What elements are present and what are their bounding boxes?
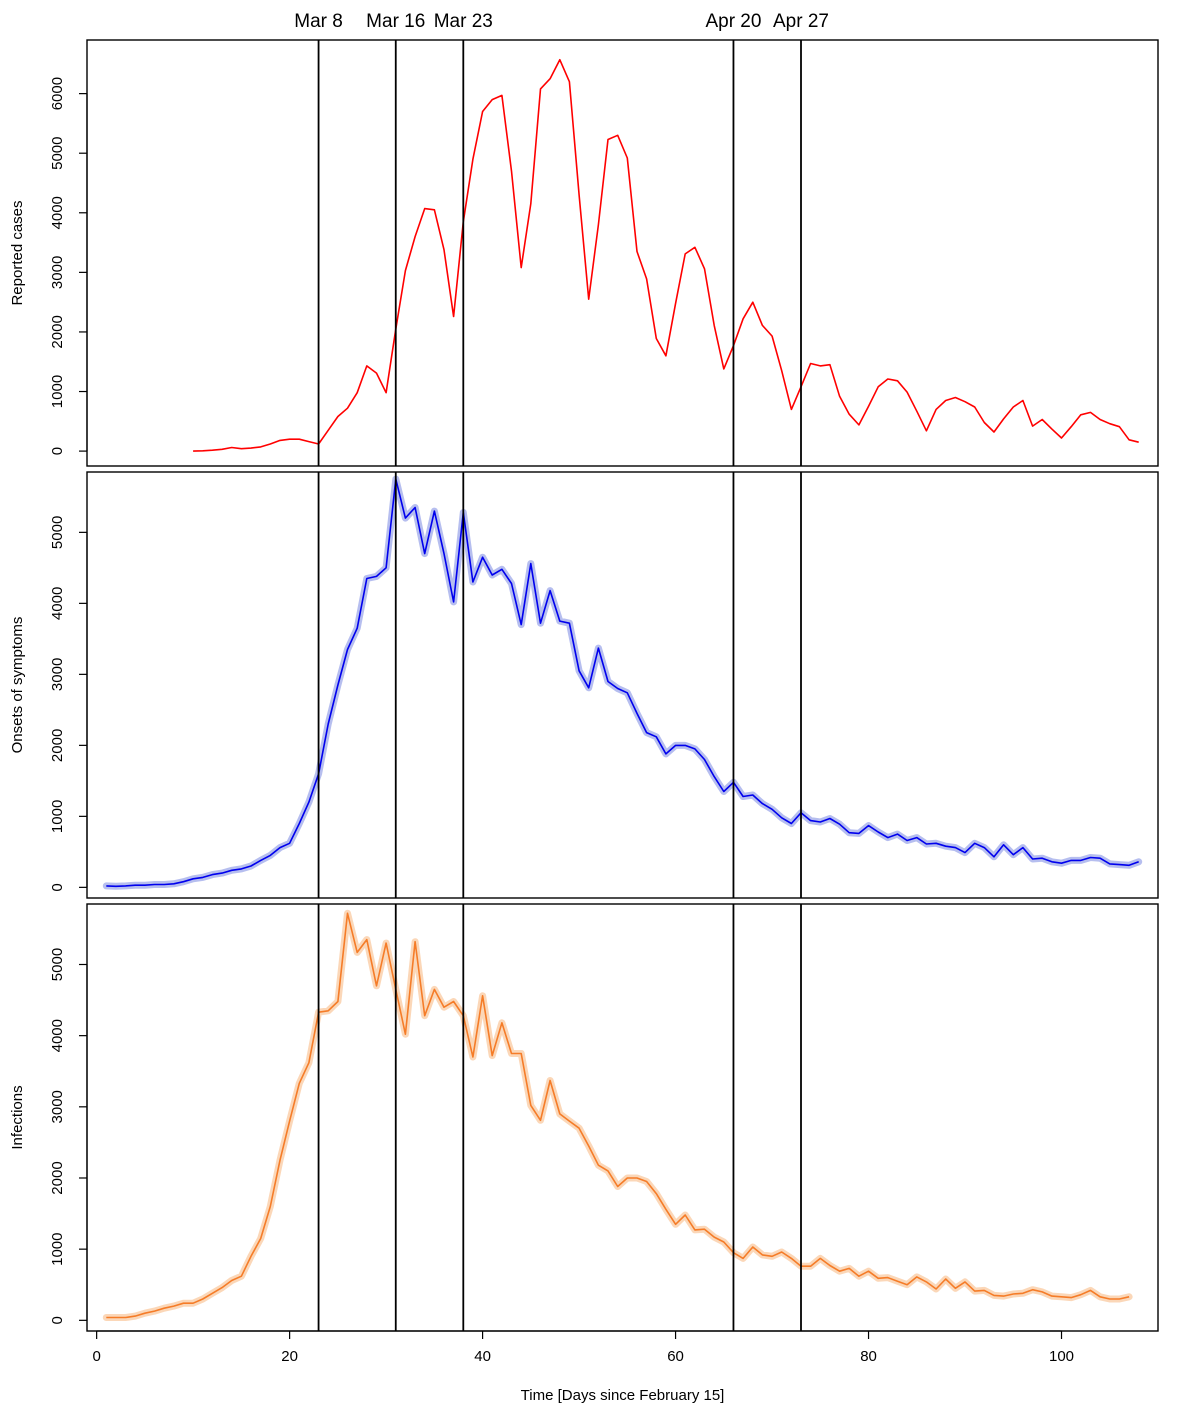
series-band [102,909,1133,1321]
y-tick-label: 6000 [49,77,66,110]
panel-frame [86,471,1159,899]
x-tick-label: 60 [667,1348,684,1365]
y-tick-label: 4000 [49,196,66,229]
x-axis-label: Time [Days since February 15] [521,1387,725,1404]
event-label: Apr 20 [705,11,761,32]
y-axis-label: Reported cases [9,200,26,305]
y-tick-label: 2000 [49,729,66,762]
x-tick-label: 100 [1049,1348,1074,1365]
event-label: Apr 27 [773,11,829,32]
y-tick-label: 0 [49,447,66,455]
x-tick-label: 40 [474,1348,491,1365]
y-tick-label: 5000 [49,948,66,981]
y-tick-label: 5000 [49,516,66,549]
y-tick-label: 4000 [49,587,66,620]
panel-3: 0 1000 2000 3000 4000 5000 Infections [9,903,1159,1332]
y-tick-label: 2000 [49,1161,66,1194]
x-tick-label: 80 [860,1348,877,1365]
event-label: Mar 16 [366,11,425,32]
series-line [106,478,1139,888]
y-tick-label: 3000 [49,1090,66,1123]
panel-2: 0 1000 2000 3000 4000 5000 Onsets of symptoms [9,471,1159,899]
panel-1: 0 1000 2000 3000 4000 5000 6000 Reported cases [9,39,1159,467]
series-line [106,912,1130,1319]
event-label: Mar 8 [294,11,343,32]
y-tick-label: 5000 [49,137,66,170]
y-axis-label: Onsets of symptoms [9,617,26,754]
event-label: Mar 23 [434,11,493,32]
y-tick-label: 3000 [49,256,66,289]
x-tick-label: 20 [281,1348,298,1365]
y-tick-label: 1000 [49,375,66,408]
y-axis-label: Infections [9,1085,26,1149]
y-tick-label: 1000 [49,800,66,833]
series-band [102,475,1143,890]
y-tick-label: 0 [49,1316,66,1324]
y-tick-label: 1000 [49,1233,66,1266]
y-tick-label: 4000 [49,1019,66,1052]
panel-frame [86,39,1159,467]
y-tick-label: 3000 [49,658,66,691]
y-tick-label: 2000 [49,315,66,348]
series-line [193,58,1139,452]
x-tick-label: 0 [92,1348,100,1365]
y-tick-label: 0 [49,883,66,891]
